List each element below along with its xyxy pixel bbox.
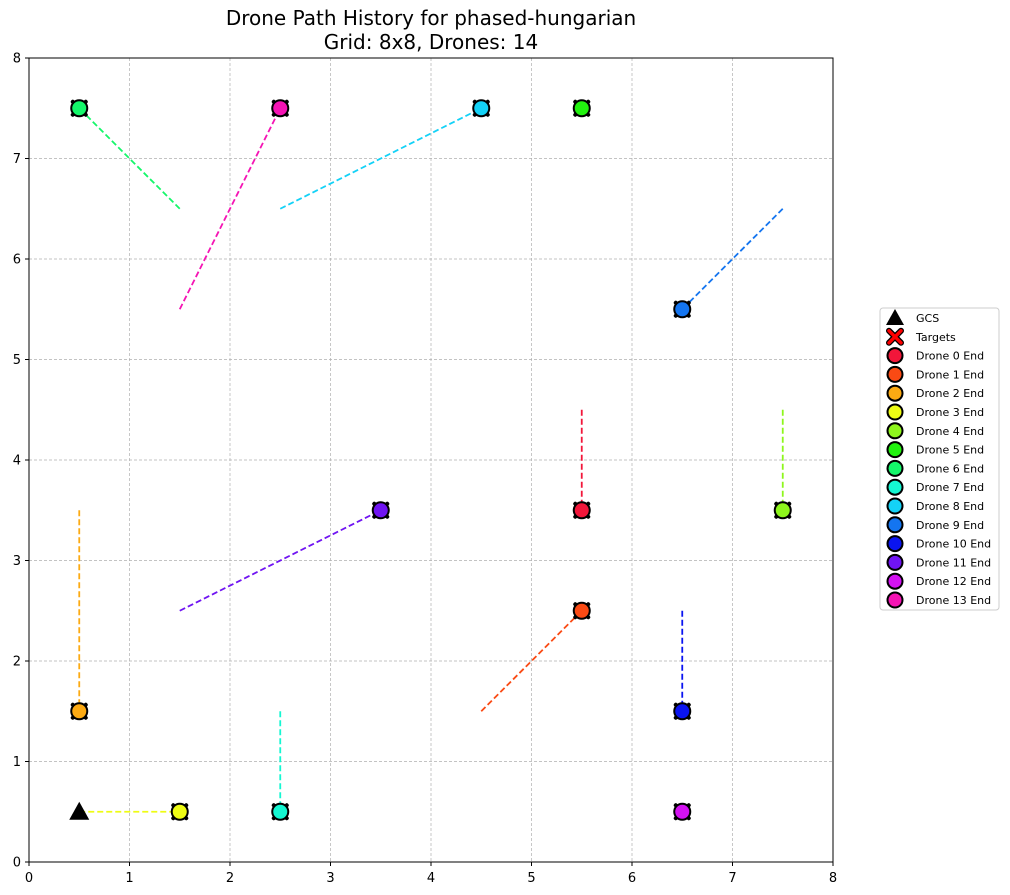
legend: GCS Targets Drone 0 End Drone 1 End Drone 2 … [879, 307, 1000, 611]
chart-subtitle: Grid: 8x8, Drones: 14 [324, 30, 538, 54]
drone-path [681, 208, 784, 310]
legend-drone-marker [886, 553, 904, 571]
legend-drone-marker [886, 459, 904, 477]
drone-end-marker [673, 300, 692, 319]
drone-end-circle [271, 802, 290, 821]
drone-end-marker [673, 802, 692, 821]
drone-end-circle [371, 501, 390, 520]
legend-drone-marker [886, 365, 904, 383]
drone-end-circle [673, 802, 692, 821]
x-tick-label: 4 [427, 871, 435, 886]
legend-drone-marker [886, 591, 904, 609]
legend-drone-marker [886, 384, 904, 402]
legend-label: Drone 11 End [916, 556, 991, 569]
x-tick-label: 7 [728, 871, 736, 886]
drone-end-circle [572, 601, 591, 620]
drone-end-marker [170, 802, 189, 821]
legend-target-marker [887, 329, 903, 345]
legend-label: GCS [916, 312, 939, 325]
y-tick-label: 2 [13, 655, 21, 670]
legend-label: Drone 13 End [916, 594, 991, 607]
drone-end-circle [673, 702, 692, 721]
drone-end-marker [70, 99, 89, 118]
drone-end-marker [572, 99, 591, 118]
drone-path [178, 107, 282, 310]
drone-end-circle [70, 702, 89, 721]
drone-path [279, 107, 482, 210]
legend-drone-marker [886, 422, 904, 440]
legend-drone-marker [886, 403, 904, 421]
y-tick-label: 4 [13, 454, 21, 469]
legend-label: Targets [915, 331, 956, 344]
gcs-marker [69, 801, 90, 820]
legend-label: Drone 0 End [916, 350, 984, 363]
legend-drone-marker [886, 478, 904, 496]
drone-end-marker [472, 99, 491, 118]
legend-label: Drone 4 End [916, 425, 984, 438]
y-tick-label: 6 [13, 253, 21, 268]
legend-label: Drone 7 End [916, 481, 984, 494]
chart-title: Drone Path History for phased-hungarian [226, 6, 636, 30]
y-tick-label: 7 [13, 152, 21, 167]
drone-end-marker [572, 601, 591, 620]
drone-end-circle [572, 501, 591, 520]
x-tick-label: 1 [125, 871, 133, 886]
drone-end-marker [271, 802, 290, 821]
legend-drone-marker [886, 516, 904, 534]
drone-end-circle [472, 99, 491, 118]
drone-end-marker [572, 501, 591, 520]
legend-drone-marker [886, 441, 904, 459]
legend-drone-marker [886, 347, 904, 365]
drone-path [78, 107, 181, 210]
drone-end-circle [271, 99, 290, 118]
drone-end-marker [673, 702, 692, 721]
drone-path [480, 610, 583, 712]
legend-gcs-marker [886, 309, 904, 325]
legend-drone-marker [886, 572, 904, 590]
legend-drone-marker [886, 497, 904, 515]
drone-end-circle [70, 99, 89, 118]
legend-label: Drone 8 End [916, 500, 984, 513]
legend-label: Drone 5 End [916, 444, 984, 457]
drone-end-marker [773, 501, 792, 520]
legend-label: Drone 12 End [916, 575, 991, 588]
drone-end-marker [271, 99, 290, 118]
legend-label: Drone 3 End [916, 406, 984, 419]
drone-end-circle [673, 300, 692, 319]
legend-label: Drone 6 End [916, 462, 984, 475]
legend-label: Drone 2 End [916, 387, 984, 400]
grid [28, 57, 834, 863]
x-tick-label: 6 [628, 871, 636, 886]
x-tick-label: 2 [226, 871, 234, 886]
drone-end-circle [572, 99, 591, 118]
paths [78, 107, 784, 813]
drone-end-circle [170, 802, 189, 821]
legend-label: Drone 9 End [916, 519, 984, 532]
drone-end-circle [773, 501, 792, 520]
y-tick-label: 1 [13, 755, 21, 770]
x-tick-label: 0 [25, 871, 33, 886]
y-tick-label: 8 [13, 52, 21, 67]
drone-end-marker [371, 501, 390, 520]
y-tick-label: 0 [13, 856, 21, 871]
drone-end-marker [70, 702, 89, 721]
y-tick-label: 3 [13, 554, 21, 569]
legend-box [879, 307, 1000, 611]
ticks: 0 1 2 3 4 5 6 7 8 0 1 2 3 4 5 6 7 8 [13, 52, 837, 887]
x-tick-label: 8 [829, 871, 837, 886]
markers [69, 99, 792, 821]
x-tick-label: 5 [527, 871, 535, 886]
legend-drone-marker [886, 535, 904, 553]
y-tick-label: 5 [13, 353, 21, 368]
legend-label: Drone 1 End [916, 368, 984, 381]
legend-label: Drone 10 End [916, 538, 991, 551]
x-tick-label: 3 [326, 871, 334, 886]
drone-path [179, 509, 382, 612]
